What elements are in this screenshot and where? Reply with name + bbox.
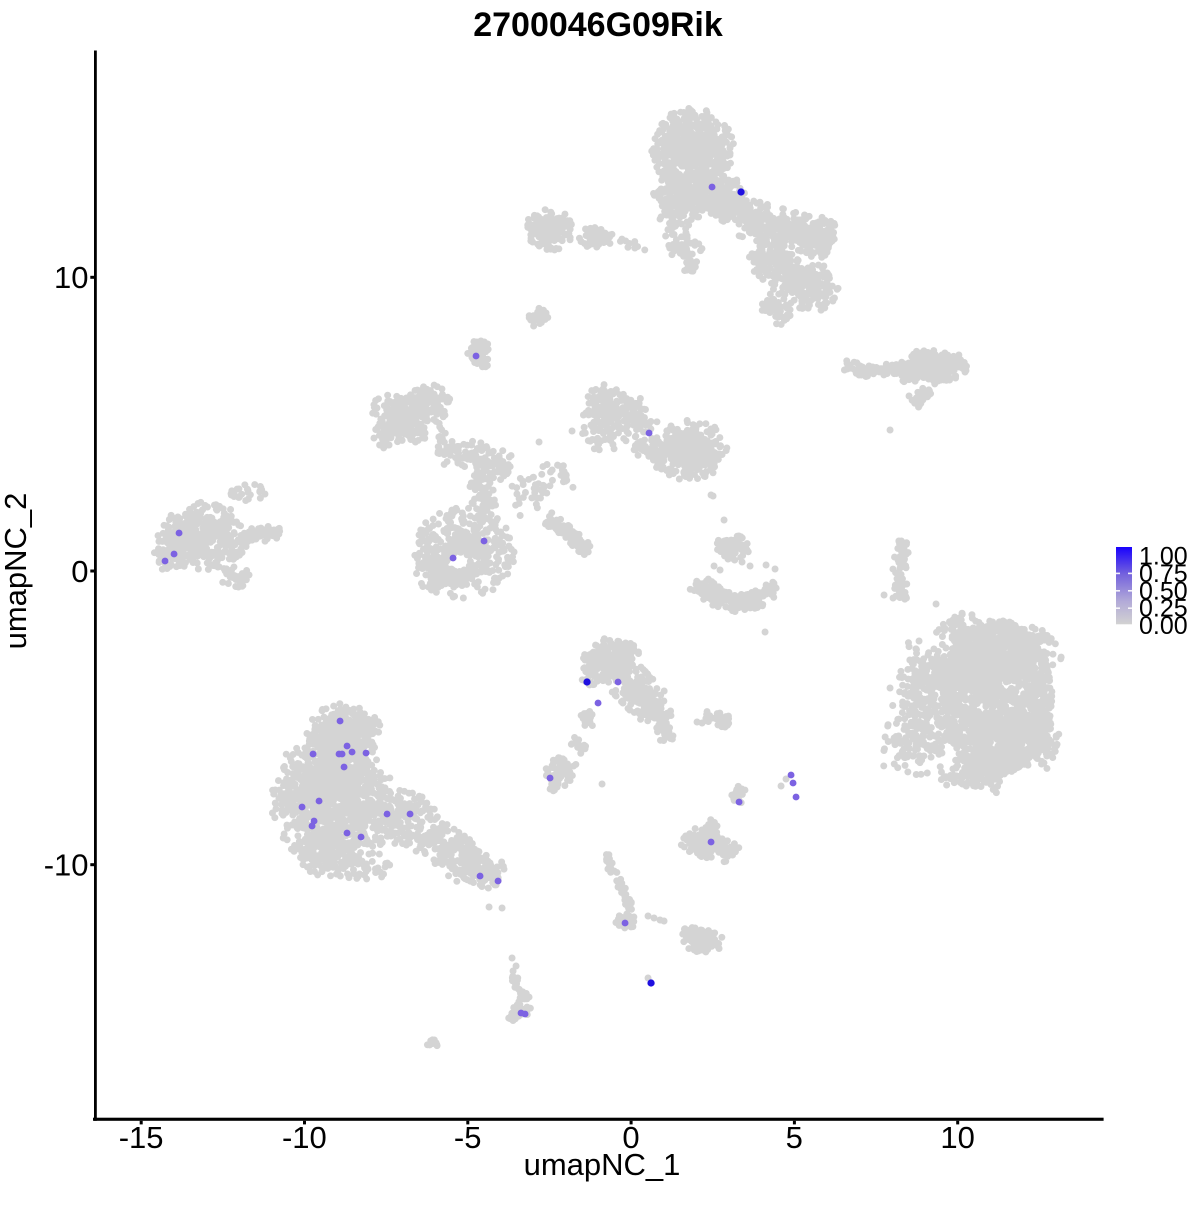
- svg-text:0: 0: [622, 1120, 639, 1155]
- svg-text:-15: -15: [119, 1120, 164, 1155]
- svg-text:0: 0: [71, 554, 88, 589]
- svg-text:umapNC_1: umapNC_1: [524, 1147, 681, 1182]
- svg-text:0.50: 0.50: [1139, 577, 1188, 605]
- svg-text:0.25: 0.25: [1139, 595, 1188, 623]
- svg-text:10: 10: [54, 260, 88, 295]
- svg-text:umapNC_2: umapNC_2: [0, 493, 33, 650]
- svg-text:2700046G09Rik: 2700046G09Rik: [473, 6, 723, 44]
- svg-text:10: 10: [940, 1120, 974, 1155]
- svg-text:5: 5: [786, 1120, 803, 1155]
- svg-text:0.75: 0.75: [1139, 560, 1188, 588]
- svg-text:0.00: 0.00: [1139, 612, 1188, 640]
- svg-text:1.00: 1.00: [1139, 543, 1188, 571]
- svg-text:-10: -10: [282, 1120, 327, 1155]
- svg-text:-10: -10: [44, 848, 89, 883]
- svg-text:-5: -5: [454, 1120, 482, 1155]
